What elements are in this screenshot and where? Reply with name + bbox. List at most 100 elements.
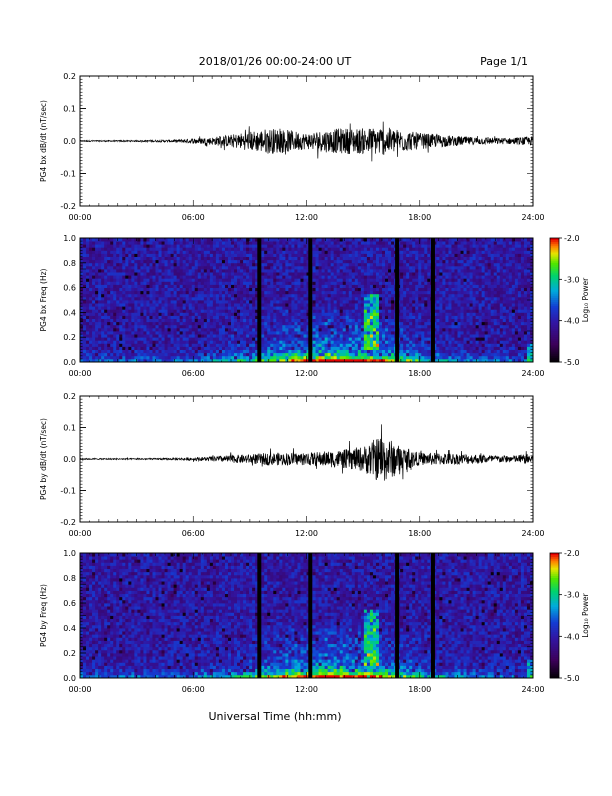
heatmap-cell (137, 347, 140, 351)
heatmap-cell (352, 347, 355, 351)
heatmap-cell (349, 350, 352, 354)
heatmap-cell (273, 347, 276, 351)
heatmap-cell (246, 288, 249, 292)
heatmap-cell (119, 347, 122, 351)
heatmap-cell (183, 266, 186, 270)
heatmap-cell (201, 322, 204, 326)
heatmap-cell (379, 244, 382, 248)
heatmap-cell (83, 272, 86, 276)
heatmap-cell (128, 303, 131, 307)
heatmap-cell (113, 257, 116, 261)
heatmap-cell (252, 291, 255, 295)
heatmap-cell (349, 244, 352, 248)
heatmap-cell (328, 278, 331, 282)
heatmap-cell (316, 281, 319, 285)
heatmap-cell (261, 322, 264, 326)
heatmap-cell (343, 312, 346, 316)
heatmap-cell (152, 272, 155, 276)
heatmap-cell (110, 309, 113, 313)
heatmap-cell (388, 266, 391, 270)
heatmap-cell (406, 353, 409, 357)
heatmap-cell (95, 350, 98, 354)
heatmap-cell (291, 306, 294, 310)
heatmap-cell (343, 337, 346, 341)
heatmap-cell (95, 340, 98, 344)
heatmap-cell (334, 325, 337, 329)
heatmap-cell (436, 238, 439, 242)
heatmap-cell (340, 250, 343, 254)
heatmap-cell (337, 350, 340, 354)
heatmap-cell (325, 269, 328, 273)
heatmap-cell (189, 356, 192, 360)
heatmap-cell (343, 288, 346, 292)
heatmap-cell (270, 343, 273, 347)
heatmap-cell (421, 288, 424, 292)
heatmap-cell (125, 288, 128, 292)
heatmap-cell (328, 272, 331, 276)
heatmap-cell (391, 319, 394, 323)
heatmap-cell (216, 337, 219, 341)
heatmap-cell (168, 309, 171, 313)
heatmap-cell (198, 312, 201, 316)
heatmap-cell (225, 309, 228, 313)
heatmap-cell (213, 297, 216, 301)
heatmap-cell (207, 278, 210, 282)
heatmap-cell (313, 281, 316, 285)
heatmap-cell (358, 257, 361, 261)
heatmap-cell (346, 328, 349, 332)
heatmap-cell (436, 325, 439, 329)
heatmap-cell (240, 275, 243, 279)
heatmap-cell (427, 347, 430, 351)
heatmap-cell (213, 353, 216, 357)
heatmap-cell (116, 340, 119, 344)
heatmap-cell (382, 241, 385, 245)
heatmap-cell (201, 343, 204, 347)
heatmap-cell (343, 322, 346, 326)
heatmap-cell (246, 322, 249, 326)
heatmap-cell (303, 278, 306, 282)
heatmap-cell (189, 250, 192, 254)
heatmap-cell (192, 260, 195, 264)
heatmap-cell (195, 300, 198, 304)
heatmap-cell (364, 300, 367, 304)
heatmap-cell (131, 334, 134, 338)
heatmap-cell (412, 312, 415, 316)
heatmap-cell (140, 247, 143, 251)
heatmap-cell (337, 291, 340, 295)
heatmap-cell (340, 247, 343, 251)
heatmap-cell (213, 316, 216, 320)
heatmap-cell (152, 347, 155, 351)
heatmap-cell (186, 337, 189, 341)
heatmap-cell (198, 309, 201, 313)
heatmap-cell (119, 244, 122, 248)
heatmap-cell (300, 250, 303, 254)
heatmap-cell (146, 244, 149, 248)
heatmap-cell (400, 316, 403, 320)
heatmap-cell (128, 331, 131, 335)
heatmap-cell (156, 269, 159, 273)
heatmap-cell (113, 291, 116, 295)
heatmap-cell (400, 247, 403, 251)
heatmap-cell (409, 247, 412, 251)
heatmap-cell (352, 288, 355, 292)
heatmap-cell (204, 356, 207, 360)
heatmap-cell (267, 263, 270, 267)
heatmap-cell (86, 263, 89, 267)
heatmap-cell (219, 319, 222, 323)
heatmap-cell (297, 350, 300, 354)
heatmap-cell (297, 331, 300, 335)
heatmap-cell (92, 250, 95, 254)
heatmap-cell (249, 272, 252, 276)
heatmap-cell (219, 303, 222, 307)
heatmap-cell (367, 337, 370, 341)
heatmap-cell (303, 312, 306, 316)
heatmap-cell (237, 266, 240, 270)
heatmap-cell (382, 353, 385, 357)
heatmap-cell (213, 325, 216, 329)
heatmap-cell (131, 247, 134, 251)
heatmap-cell (143, 328, 146, 332)
heatmap-cell (134, 294, 137, 298)
heatmap-cell (225, 247, 228, 251)
heatmap-cell (313, 285, 316, 289)
heatmap-cell (288, 269, 291, 273)
